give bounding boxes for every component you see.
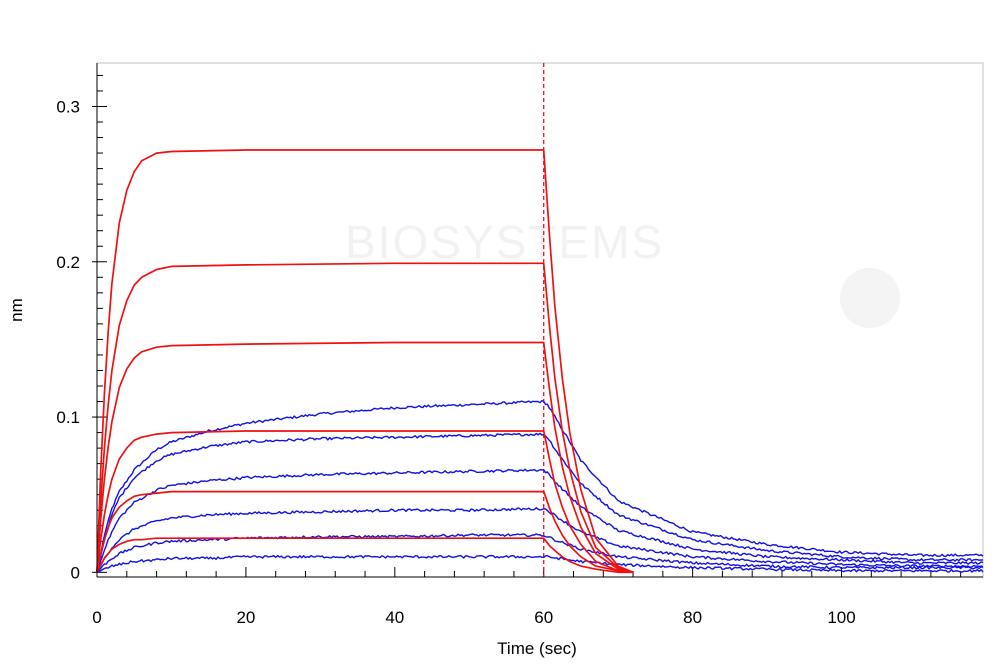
fit-curves <box>96 149 634 574</box>
measured-curves <box>96 399 984 573</box>
fit-curve-3 <box>96 341 634 574</box>
fit-curve-6 <box>96 537 634 574</box>
measured-curve-1 <box>96 399 984 573</box>
y-tick-labels: 0 0.1 0.2 0.3 <box>56 97 80 582</box>
y-tick-label: 0.3 <box>56 97 80 116</box>
fit-curve-2 <box>96 262 634 574</box>
watermark: BIOSYSTEMS <box>345 216 900 328</box>
measured-curve-6 <box>96 554 984 573</box>
y-axis-label: nm <box>7 298 26 322</box>
x-tick-label: 0 <box>92 608 101 627</box>
y-tick-label: 0 <box>71 563 80 582</box>
watermark-dot <box>840 268 900 328</box>
fit-curve-5 <box>96 490 634 574</box>
y-tick-label: 0.1 <box>56 408 80 427</box>
x-tick-label: 100 <box>827 608 855 627</box>
fit-curve-1 <box>96 149 634 574</box>
measured-curve-3 <box>96 468 984 573</box>
x-tick-labels: 0 20 40 60 80 100 <box>92 608 855 627</box>
x-axis-label: Time (sec) <box>497 639 577 658</box>
x-tick-label: 20 <box>236 608 255 627</box>
x-tick-label: 60 <box>534 608 553 627</box>
x-tick-label: 80 <box>683 608 702 627</box>
fit-curve-4 <box>96 430 634 574</box>
measured-curve-2 <box>96 432 984 573</box>
measured-curve-4 <box>96 507 984 573</box>
watermark-text: BIOSYSTEMS <box>345 216 664 268</box>
x-tick-label: 40 <box>385 608 404 627</box>
y-tick-label: 0.2 <box>56 253 80 272</box>
